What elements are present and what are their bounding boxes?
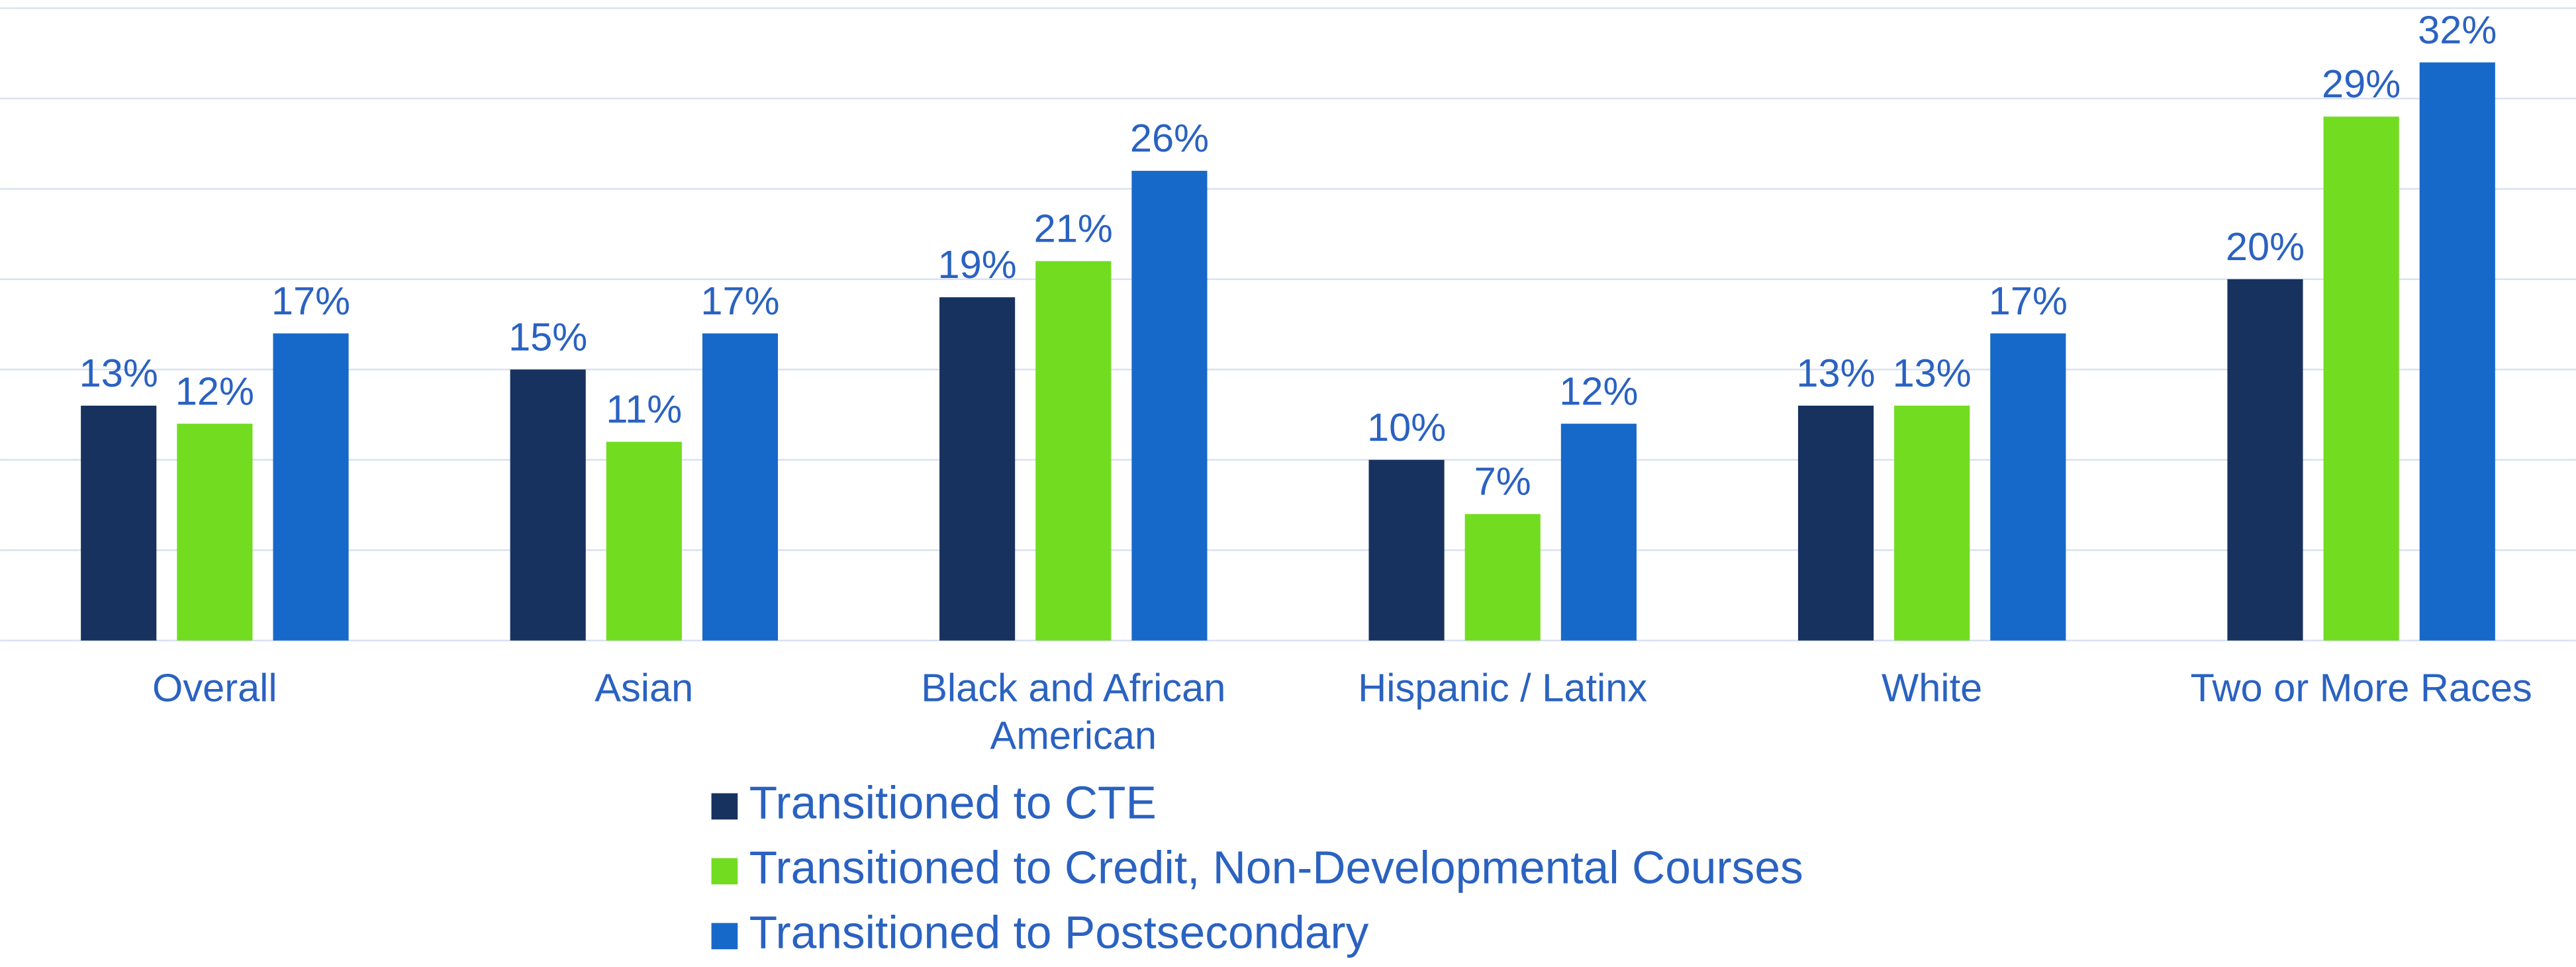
x-tick-label-box: Hispanic / Latinx [1358,667,1648,712]
data-label: 21% [1034,207,1113,251]
data-label: 13% [1796,351,1875,395]
x-tick-label: Asian [595,667,694,712]
bar [1035,261,1112,641]
x-tick-label: Hispanic / Latinx [1358,667,1648,712]
legend-label: Transitioned to Postsecondary [749,907,1369,958]
bar [81,405,157,641]
data-label: 17% [271,279,350,323]
bar [1131,171,1208,641]
x-tick-label: Two or More Races [2190,667,2532,712]
x-tick-label-box: Asian [595,667,694,712]
bar [939,297,1016,641]
legend-label: Transitioned to CTE [749,777,1157,829]
data-label: 17% [700,279,779,323]
bar [1464,514,1541,641]
bar [606,441,682,641]
data-label: 29% [2322,62,2401,106]
data-label: 20% [2226,224,2305,269]
bar [1560,424,1637,641]
x-tick-label-box: White [1882,667,1983,712]
x-tick-label: White [1882,667,1983,712]
data-label: 13% [79,351,158,395]
data-label: 17% [1989,279,2068,323]
data-label: 10% [1367,405,1446,449]
bar [702,333,779,641]
x-tick-label-box: Black and African American [921,667,1226,759]
bar [2227,279,2303,641]
data-label: 19% [938,242,1017,287]
data-label: 12% [1559,369,1638,413]
legend-swatch [711,858,738,885]
x-tick-label: Black and African American [921,667,1226,759]
bar [177,424,253,641]
legend-swatch [711,793,738,820]
bar [2419,62,2495,641]
bar [1368,459,1445,641]
bar [1990,333,2066,641]
x-tick-label: Overall [152,667,277,712]
legend-label: Transitioned to Credit, Non-Developmenta… [749,842,1803,894]
data-label: 11% [606,387,682,432]
x-tick-label-box: Two or More Races [2190,667,2532,712]
data-label: 26% [1130,116,1209,160]
legend-swatch [711,923,738,950]
bar [2323,116,2399,641]
bar [273,333,349,641]
bar [1894,405,1970,641]
data-label: 12% [175,369,254,413]
data-label: 15% [508,314,587,359]
data-label: 7% [1474,459,1531,504]
data-label: 32% [2418,7,2497,52]
x-tick-label-box: Overall [152,667,277,712]
data-label: 13% [1893,351,1972,395]
bar [1797,405,1874,641]
bar [510,369,586,641]
